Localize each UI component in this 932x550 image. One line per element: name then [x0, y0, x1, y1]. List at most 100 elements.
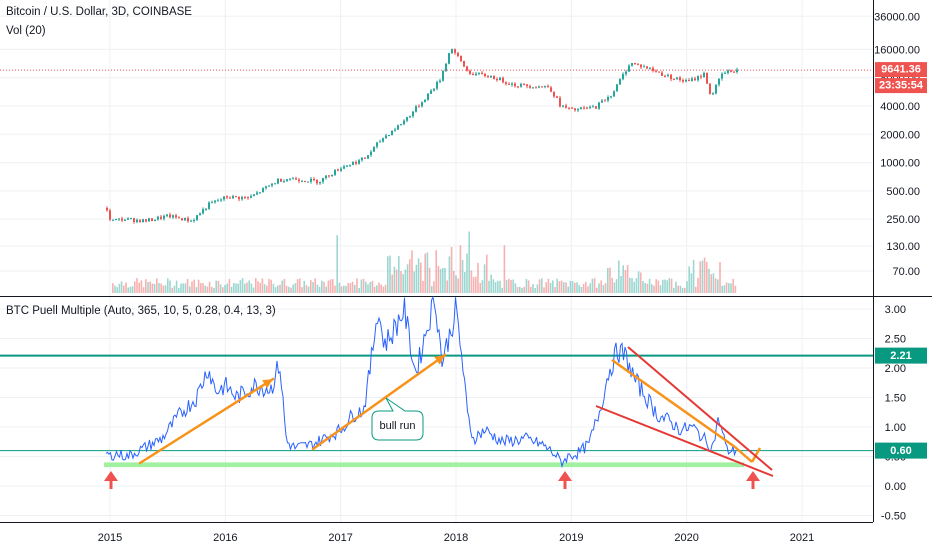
price-candle [274, 183, 276, 185]
time-axis-label: 2021 [790, 532, 814, 544]
upper-level-tag[interactable]: 2.21 [875, 347, 927, 364]
volume-bar [362, 278, 365, 293]
volume-bar [323, 281, 325, 293]
red-up-arrow-2019[interactable] [558, 471, 572, 489]
volume-bar [120, 281, 123, 293]
volume-bar [688, 266, 690, 293]
price-candle [571, 107, 573, 109]
volume-bar [307, 286, 310, 293]
volume-bar [349, 283, 352, 293]
price-candle [217, 200, 219, 202]
price-candle [289, 178, 291, 180]
orange-arrow-2017[interactable] [311, 353, 447, 451]
volume-bar [184, 283, 187, 293]
price-candle [307, 181, 309, 183]
red-wedge-lower[interactable] [595, 405, 774, 477]
volume-bar [629, 277, 631, 293]
volume-bar [395, 269, 398, 293]
price-candle [124, 219, 126, 221]
price-candle [352, 162, 354, 165]
volume-bar [402, 274, 404, 293]
volume-bar [657, 280, 660, 293]
volume-bar [582, 284, 585, 293]
volume-bar [334, 285, 336, 293]
current-value-tag[interactable]: 0.60 [875, 442, 927, 459]
symbol-legend[interactable]: Bitcoin / U.S. Dollar, 3D, COINBASE [6, 6, 192, 18]
price-candle [646, 66, 648, 69]
volume-bar [446, 280, 448, 293]
volume-bar [547, 278, 550, 293]
volume-bar [666, 280, 668, 293]
price-candle [337, 169, 339, 171]
price-candle [430, 90, 432, 94]
volume-bar [316, 284, 319, 293]
price-candle [178, 217, 180, 219]
volume-bar [450, 247, 453, 293]
price-candle [721, 73, 723, 79]
volume-bar [459, 245, 462, 293]
volume-bar [677, 285, 679, 293]
volume-bar [437, 265, 440, 293]
volume-bar [347, 283, 349, 293]
green-support-band[interactable] [104, 462, 744, 468]
price-candle [424, 99, 426, 103]
drawing-layer[interactable]: bull run [104, 346, 774, 489]
price-candle [526, 84, 528, 87]
volume-bar [195, 287, 198, 293]
price-candle [562, 105, 564, 107]
price-candle [718, 78, 720, 85]
volume-bar [607, 268, 609, 293]
volume-bar [266, 285, 268, 293]
volume-bar [237, 283, 239, 293]
price-candle [211, 202, 213, 204]
countdown-tag[interactable]: 23:35:54 [875, 78, 927, 94]
volume-bar [563, 282, 565, 293]
volume-bar [321, 280, 323, 293]
volume-bar [239, 280, 242, 293]
last-price-tag[interactable]: 9641.36 [875, 62, 927, 78]
volume-bar [285, 285, 288, 293]
volume-bar [217, 280, 220, 293]
price-candle [625, 71, 627, 75]
volume-bar [230, 286, 233, 293]
price-candle [520, 83, 522, 87]
price-candle [115, 219, 117, 220]
price-candle [682, 80, 684, 82]
volume-bar [404, 269, 407, 293]
volume-bar [171, 287, 173, 293]
volume-bar [147, 282, 149, 293]
volume-bar [479, 283, 481, 293]
orange-trendline-2019[interactable] [611, 358, 736, 449]
indicator-axis-label: 0.00 [885, 481, 906, 493]
orange-arrow-2015[interactable] [138, 377, 275, 465]
volume-bar [455, 275, 457, 293]
volume-bar [270, 279, 272, 293]
bull-run-callout[interactable]: bull run [371, 397, 424, 441]
price-candle [733, 71, 735, 73]
volume-bar [277, 285, 279, 293]
volume-bar [409, 259, 411, 293]
volume-legend[interactable]: Vol (20) [6, 25, 46, 37]
price-candle [244, 197, 246, 199]
price-candle [478, 72, 480, 74]
volume-bar [466, 253, 468, 293]
price-candle [628, 65, 630, 72]
volume-bar [501, 287, 503, 293]
price-candle [706, 73, 708, 84]
price-candle [727, 70, 729, 73]
red-wedge-upper[interactable] [627, 346, 773, 471]
price-candle [505, 82, 507, 84]
indicator-legend[interactable]: BTC Puell Multiple (Auto, 365, 10, 5, 0.… [6, 305, 276, 317]
volume-bar [659, 285, 662, 293]
volume-bar [670, 278, 673, 293]
volume-bar [618, 260, 620, 293]
red-up-arrow-2020[interactable] [746, 471, 760, 489]
red-up-arrow-2015[interactable] [104, 471, 118, 489]
price-candle [145, 219, 147, 222]
volume-bar [153, 283, 156, 293]
price-candle [205, 208, 207, 210]
time-axis-label: 2020 [674, 532, 698, 544]
volume-bar [351, 281, 354, 293]
volume-bar [554, 287, 556, 293]
